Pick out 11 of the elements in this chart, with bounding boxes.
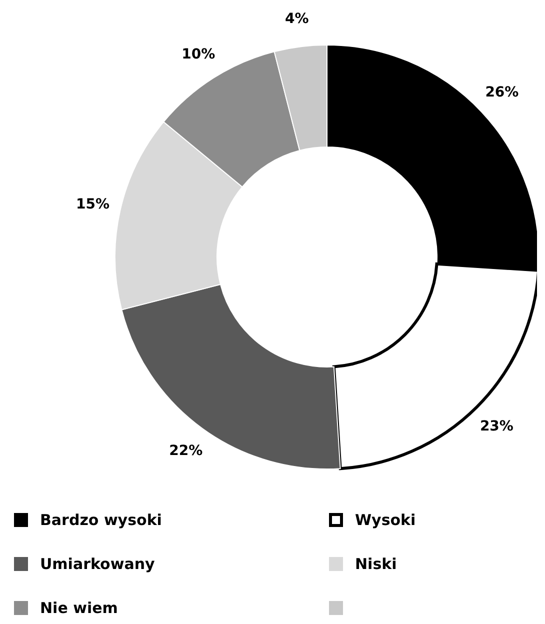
legend-label: Bardzo wysoki — [40, 511, 162, 529]
data-label: 22% — [169, 443, 203, 460]
legend-label: Nie wiem — [40, 599, 118, 617]
legend-label: Umiarkowany — [40, 555, 155, 573]
data-label: 10% — [182, 46, 216, 62]
legend-label: Wysoki — [355, 511, 416, 529]
data-label: 26% — [485, 84, 519, 101]
data-label: 4% — [285, 10, 309, 27]
legend-label: Niski — [355, 555, 397, 573]
data-label: 15% — [76, 196, 110, 213]
data-label: 23% — [480, 418, 514, 435]
